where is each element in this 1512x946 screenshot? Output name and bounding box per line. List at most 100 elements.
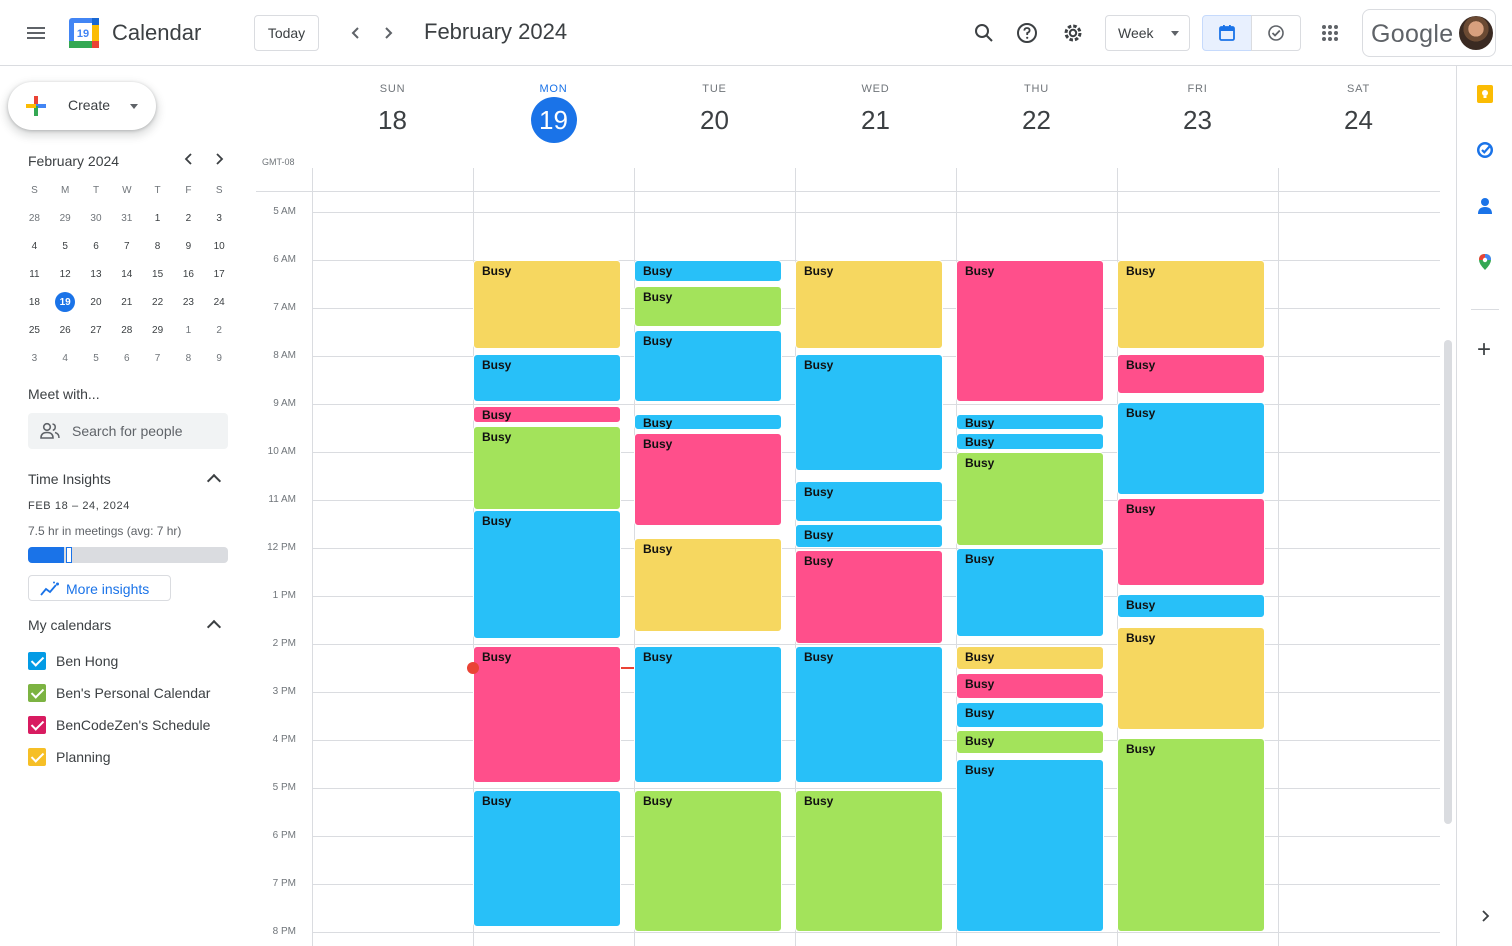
google-apps-button[interactable] [1322, 25, 1338, 41]
account-switcher[interactable]: Google [1362, 9, 1496, 57]
calendar-event[interactable]: Busy [956, 672, 1104, 700]
mini-calendar-day[interactable]: 12 [59, 268, 71, 280]
calendar-view-toggle[interactable] [1202, 15, 1252, 51]
mini-calendar-day[interactable]: 10 [213, 240, 225, 252]
calendar-checkbox[interactable] [28, 684, 46, 702]
day-number[interactable]: 18 [378, 104, 407, 135]
keep-icon[interactable] [1476, 85, 1494, 103]
day-header-mon[interactable]: MON 19 [473, 66, 634, 166]
calendar-event[interactable]: Busy [795, 260, 943, 349]
mini-calendar-day[interactable]: 6 [124, 352, 130, 364]
mini-calendar-day[interactable]: 19 [50, 288, 81, 316]
mini-calendar-day[interactable]: 29 [59, 212, 71, 224]
contacts-icon[interactable] [1476, 197, 1494, 215]
mini-calendar-day[interactable]: 2 [185, 212, 192, 224]
mini-calendar-day[interactable]: 13 [90, 268, 102, 280]
mini-calendar-day[interactable]: 5 [93, 352, 99, 364]
mini-calendar-day[interactable]: 21 [121, 296, 133, 308]
calendar-event[interactable]: Busy [956, 759, 1104, 932]
calendar-event[interactable]: Busy [634, 329, 782, 402]
mini-calendar-day[interactable]: 1 [185, 324, 192, 336]
calendar-event[interactable]: Busy [634, 646, 782, 784]
calendar-event[interactable]: Busy [473, 353, 621, 402]
calendar-event[interactable]: Busy [956, 413, 1104, 431]
mini-calendar-day[interactable]: 9 [216, 352, 222, 364]
day-header-tue[interactable]: TUE 20 [634, 66, 795, 166]
calendar-event[interactable]: Busy [1117, 497, 1265, 587]
collapse-insights-chevron-icon[interactable] [206, 473, 222, 489]
mini-calendar-day[interactable]: 3 [216, 212, 222, 224]
collapse-calendars-chevron-icon[interactable] [206, 619, 222, 635]
tasks-icon[interactable] [1476, 141, 1494, 159]
calendar-event[interactable]: Busy [795, 353, 943, 472]
calendar-event[interactable]: Busy [634, 432, 782, 527]
calendar-event[interactable]: Busy [1117, 401, 1265, 496]
mini-calendar-day[interactable]: 14 [121, 268, 133, 280]
day-number[interactable]: 22 [1022, 104, 1051, 135]
show-side-panel-button[interactable] [1479, 909, 1491, 928]
settings-button[interactable] [1053, 13, 1093, 53]
view-switcher-dropdown[interactable]: Week [1105, 15, 1190, 51]
mini-calendar-day[interactable]: 30 [90, 212, 102, 224]
mini-calendar-day[interactable]: 20 [90, 296, 102, 308]
calendar-event[interactable]: Busy [795, 524, 943, 548]
mini-calendar-day[interactable]: 9 [185, 240, 192, 252]
next-period-button[interactable] [368, 13, 408, 53]
calendar-event[interactable]: Busy [795, 790, 943, 932]
mini-calendar-day[interactable]: 8 [185, 352, 192, 364]
mini-calendar-next-button[interactable] [213, 152, 225, 171]
maps-icon[interactable] [1476, 253, 1494, 271]
calendar-event[interactable]: Busy [956, 646, 1104, 671]
mini-calendar-day[interactable]: 15 [152, 268, 164, 280]
day-header-wed[interactable]: WED 21 [795, 66, 956, 166]
search-people-input[interactable]: Search for people [28, 413, 228, 449]
calendar-event[interactable]: Busy [956, 432, 1104, 450]
calendar-event[interactable]: Busy [473, 790, 621, 928]
mini-calendar-day[interactable]: 23 [182, 296, 194, 308]
mini-calendar-day[interactable]: 31 [121, 212, 133, 224]
calendar-event[interactable]: Busy [956, 701, 1104, 728]
mini-calendar-day[interactable]: 26 [59, 324, 71, 336]
help-button[interactable] [1007, 13, 1047, 53]
calendar-event[interactable]: Busy [634, 413, 782, 431]
avatar[interactable] [1459, 16, 1493, 50]
calendar-checkbox[interactable] [28, 652, 46, 670]
calendar-event[interactable]: Busy [634, 790, 782, 932]
mini-calendar-day[interactable]: 16 [182, 268, 194, 280]
calendar-event[interactable]: Busy [795, 550, 943, 644]
calendar-event[interactable]: Busy [1117, 627, 1265, 731]
tasks-view-toggle[interactable] [1251, 15, 1301, 51]
mini-calendar-day[interactable]: 7 [154, 352, 161, 364]
calendar-event[interactable]: Busy [956, 260, 1104, 402]
create-button[interactable]: Create [8, 82, 156, 130]
more-insights-button[interactable]: More insights [28, 575, 171, 601]
mini-calendar-day[interactable]: 4 [62, 352, 68, 364]
grid-scrollbar[interactable] [1444, 340, 1452, 824]
day-header-fri[interactable]: FRI 23 [1117, 66, 1278, 166]
previous-period-button[interactable] [336, 13, 376, 53]
day-header-sat[interactable]: SAT 24 [1278, 66, 1439, 166]
calendar-event[interactable]: Busy [1117, 260, 1265, 349]
mini-calendar-day[interactable]: 22 [152, 296, 164, 308]
search-button[interactable] [964, 13, 1004, 53]
mini-calendar-day[interactable]: 8 [154, 240, 161, 252]
mini-calendar-day[interactable]: 7 [124, 240, 130, 252]
day-header-thu[interactable]: THU 22 [956, 66, 1117, 166]
calendar-checkbox[interactable] [28, 716, 46, 734]
day-number[interactable]: 21 [861, 104, 890, 135]
mini-calendar-day[interactable]: 1 [154, 212, 161, 224]
mini-calendar-day[interactable]: 3 [31, 352, 38, 364]
calendar-event[interactable]: Busy [1117, 737, 1265, 932]
get-add-ons-plus-icon[interactable]: + [1477, 336, 1492, 363]
calendar-event[interactable]: Busy [634, 286, 782, 328]
mini-calendar-day[interactable]: 18 [28, 296, 40, 308]
day-number[interactable]: 23 [1183, 104, 1212, 135]
calendar-event[interactable]: Busy [795, 480, 943, 522]
mini-calendar-day[interactable]: 28 [28, 212, 40, 224]
calendar-event[interactable]: Busy [1117, 353, 1265, 395]
mini-calendar-day[interactable]: 29 [152, 324, 164, 336]
calendar-event[interactable]: Busy [1117, 593, 1265, 618]
calendar-event[interactable]: Busy [473, 646, 621, 784]
mini-calendar-day[interactable]: 11 [29, 268, 40, 280]
calendar-event[interactable]: Busy [473, 406, 621, 424]
